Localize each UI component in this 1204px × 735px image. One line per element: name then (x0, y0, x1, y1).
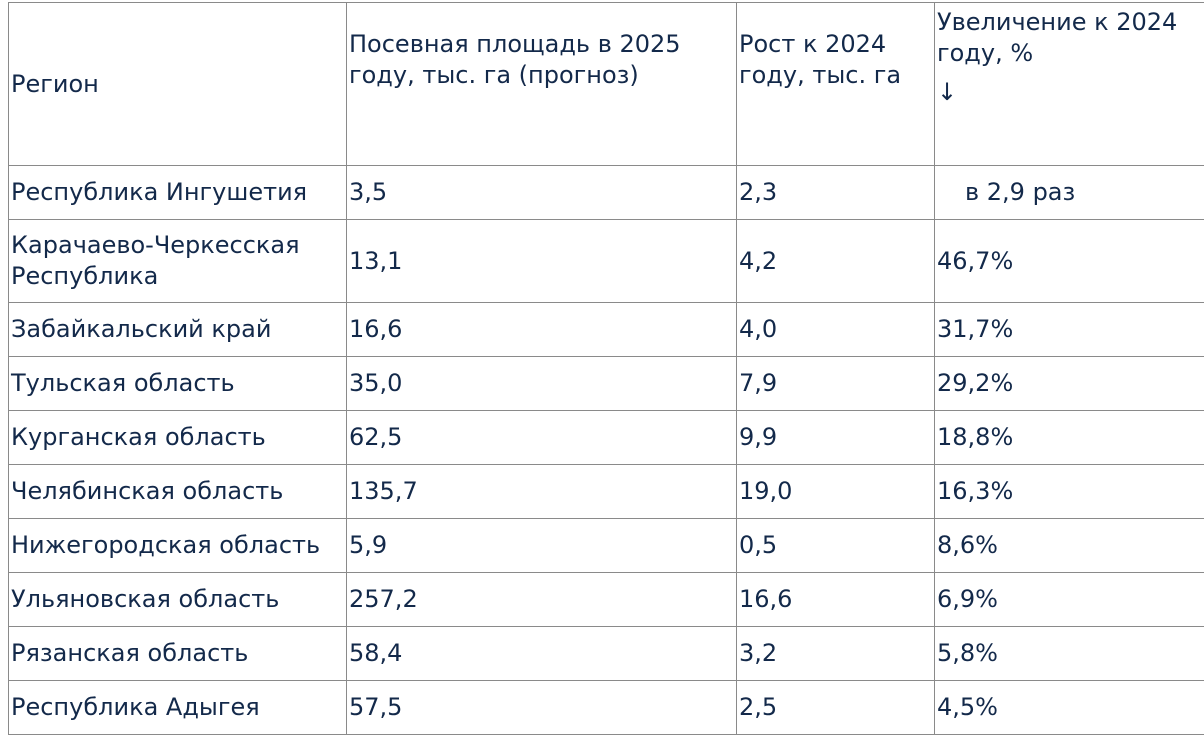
table-row: Ульяновская область 257,2 16,6 6,9% (9, 573, 1204, 627)
cell-region: Курганская область (9, 411, 347, 465)
cell-increase: 6,9% (935, 573, 1204, 627)
cell-area: 16,6 (347, 303, 737, 357)
cell-increase: 4,5% (935, 681, 1204, 735)
cell-increase: 46,7% (935, 220, 1204, 303)
header-increase[interactable]: Увеличение к 2024 году, % ↓ (935, 3, 1204, 166)
cell-area: 62,5 (347, 411, 737, 465)
table-row: Забайкальский край 16,6 4,0 31,7% (9, 303, 1204, 357)
cell-increase: 16,3% (935, 465, 1204, 519)
cell-area: 135,7 (347, 465, 737, 519)
table-row: Республика Ингушетия 3,5 2,3 в 2,9 раз (9, 166, 1204, 220)
cell-growth: 3,2 (737, 627, 935, 681)
cell-growth: 4,0 (737, 303, 935, 357)
cell-area: 3,5 (347, 166, 737, 220)
cell-region: Забайкальский край (9, 303, 347, 357)
cell-area: 257,2 (347, 573, 737, 627)
cell-growth: 0,5 (737, 519, 935, 573)
cell-growth: 2,3 (737, 166, 935, 220)
cell-growth: 2,5 (737, 681, 935, 735)
cell-increase: 31,7% (935, 303, 1204, 357)
cell-region: Ульяновская область (9, 573, 347, 627)
cell-growth: 9,9 (737, 411, 935, 465)
cell-area: 58,4 (347, 627, 737, 681)
cell-area: 35,0 (347, 357, 737, 411)
cell-increase: 18,8% (935, 411, 1204, 465)
table-row: Рязанская область 58,4 3,2 5,8% (9, 627, 1204, 681)
cell-region: Нижегородская область (9, 519, 347, 573)
cell-region: Рязанская область (9, 627, 347, 681)
cell-growth: 7,9 (737, 357, 935, 411)
header-region: Регион (9, 3, 347, 166)
cell-area: 57,5 (347, 681, 737, 735)
sown-area-table: Регион Посевная площадь в 2025 году, тыс… (8, 2, 1204, 735)
cell-region: Республика Адыгея (9, 681, 347, 735)
table-row: Республика Адыгея 57,5 2,5 4,5% (9, 681, 1204, 735)
header-increase-label: Увеличение к 2024 году, % (937, 8, 1177, 67)
cell-region: Республика Ингушетия (9, 166, 347, 220)
cell-increase: в 2,9 раз (935, 166, 1204, 220)
cell-growth: 16,6 (737, 573, 935, 627)
table-row: Карачаево-Черкесская Республика 13,1 4,2… (9, 220, 1204, 303)
table-row: Тульская область 35,0 7,9 29,2% (9, 357, 1204, 411)
header-area: Посевная площадь в 2025 году, тыс. га (п… (347, 3, 737, 166)
cell-growth: 19,0 (737, 465, 935, 519)
cell-region: Челябинская область (9, 465, 347, 519)
cell-increase: 8,6% (935, 519, 1204, 573)
cell-area: 5,9 (347, 519, 737, 573)
sort-arrow-icon[interactable]: ↓ (937, 77, 1204, 108)
table-row: Нижегородская область 5,9 0,5 8,6% (9, 519, 1204, 573)
cell-increase: 29,2% (935, 357, 1204, 411)
cell-growth: 4,2 (737, 220, 935, 303)
cell-region: Карачаево-Черкесская Республика (9, 220, 347, 303)
cell-increase: 5,8% (935, 627, 1204, 681)
table-row: Челябинская область 135,7 19,0 16,3% (9, 465, 1204, 519)
table-row: Курганская область 62,5 9,9 18,8% (9, 411, 1204, 465)
cell-region: Тульская область (9, 357, 347, 411)
header-growth: Рост к 2024 году, тыс. га (737, 3, 935, 166)
table-header-row: Регион Посевная площадь в 2025 году, тыс… (9, 3, 1204, 166)
cell-area: 13,1 (347, 220, 737, 303)
